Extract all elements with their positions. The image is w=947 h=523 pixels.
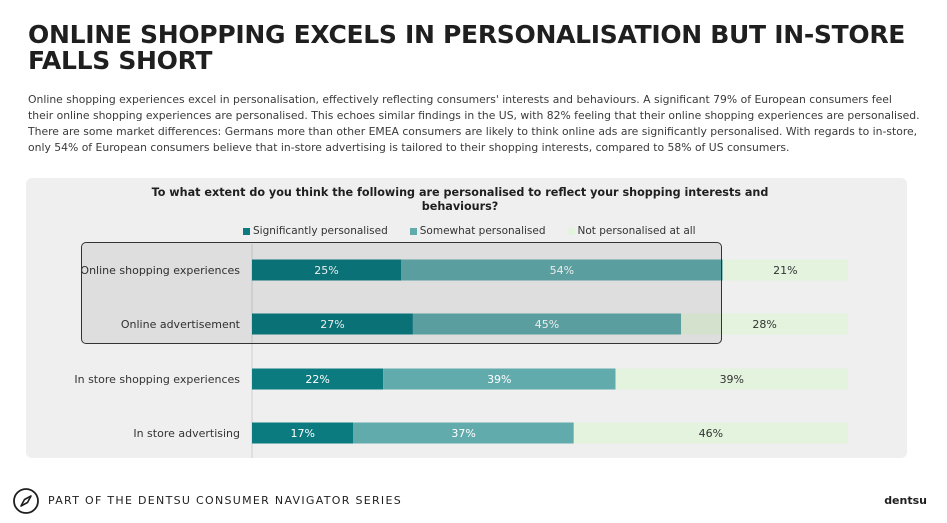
- data-label: 21%: [773, 264, 797, 277]
- page-title: ONLINE SHOPPING EXCELS IN PERSONALISATIO…: [28, 20, 906, 75]
- bar-segment: [252, 368, 384, 390]
- chart-title: To what extent do you think the followin…: [151, 186, 769, 213]
- bar-segment: [252, 422, 354, 444]
- data-label: 25%: [314, 264, 338, 277]
- bar-segment: [353, 422, 574, 444]
- legend-item-significantly: Significantly personalised: [243, 225, 388, 237]
- data-label: 39%: [487, 373, 511, 386]
- bar-segment: [252, 259, 401, 281]
- bar-segment: [412, 313, 682, 335]
- bar-segment: [252, 313, 413, 335]
- category-label: In store shopping experiences: [74, 373, 240, 386]
- legend-label-significantly: Significantly personalised: [253, 225, 388, 237]
- data-label: 22%: [305, 373, 329, 386]
- data-label: 39%: [720, 373, 744, 386]
- data-label: 37%: [451, 427, 475, 440]
- compass-icon: [13, 488, 39, 514]
- bar-segment: [722, 259, 848, 281]
- category-label: Online advertisement: [121, 318, 241, 331]
- legend-item-not-personalised: Not personalised at all: [567, 225, 696, 237]
- bar-segment: [615, 368, 848, 390]
- data-label: 27%: [320, 318, 344, 331]
- brand-logo: dentsu: [884, 494, 927, 507]
- category-label: Online shopping experiences: [80, 264, 240, 277]
- data-label: 46%: [699, 427, 723, 440]
- legend-label-not-personalised: Not personalised at all: [577, 225, 696, 237]
- data-label: 45%: [535, 318, 559, 331]
- data-label: 17%: [290, 427, 314, 440]
- bar-segment: [681, 313, 848, 335]
- category-label: In store advertising: [133, 427, 240, 440]
- bar-segment: [383, 368, 616, 390]
- legend-item-somewhat: Somewhat personalised: [409, 225, 546, 237]
- legend-swatch-not-personalised: [567, 227, 575, 235]
- data-label: 28%: [752, 318, 776, 331]
- bar-segment: [401, 259, 723, 281]
- bar-segment: [573, 422, 848, 444]
- footer-series-text: PART OF THE DENTSU CONSUMER NAVIGATOR SE…: [48, 494, 402, 507]
- legend-swatch-somewhat: [409, 227, 417, 235]
- legend-label-somewhat: Somewhat personalised: [419, 225, 546, 237]
- legend-swatch-significantly: [243, 227, 250, 235]
- chart-legend: Significantly personalised Somewhat pers…: [243, 224, 718, 238]
- data-label: 54%: [550, 264, 574, 277]
- intro-paragraph: Online shopping experiences excel in per…: [28, 93, 920, 154]
